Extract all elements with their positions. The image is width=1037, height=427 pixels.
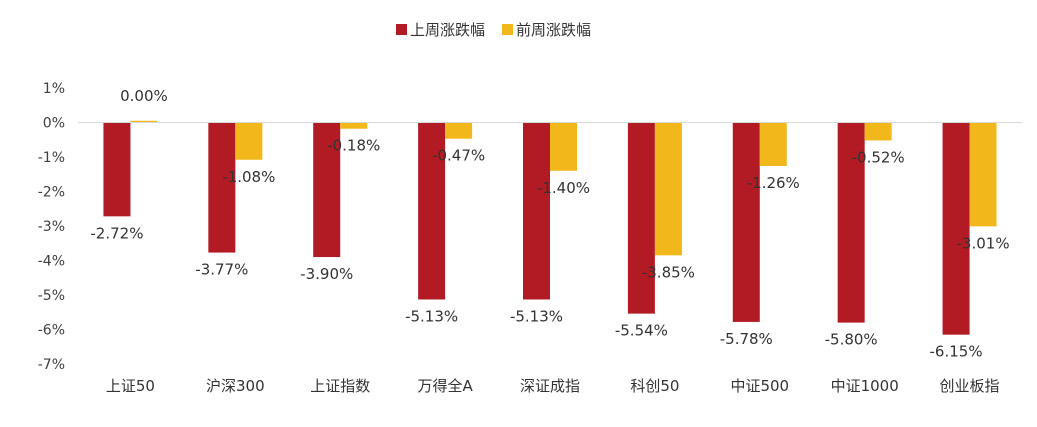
y-tick-label: -5% — [38, 288, 65, 304]
x-category-label: 中证500 — [730, 377, 789, 395]
bar-last-week — [103, 122, 131, 217]
y-tick-label: -6% — [38, 323, 65, 339]
data-label: -1.40% — [537, 179, 590, 197]
x-category-label: 万得全A — [417, 377, 473, 395]
legend: 上周涨跌幅 前周涨跌幅 — [396, 21, 591, 39]
data-label: -0.47% — [432, 147, 485, 165]
y-tick-label: -4% — [38, 254, 65, 270]
data-label: -5.54% — [615, 322, 668, 340]
data-label: -3.01% — [957, 234, 1010, 252]
data-label: -3.77% — [195, 261, 248, 279]
legend-swatch — [396, 24, 407, 35]
y-axis: 1% 0% -1% -2% -3% -4% -5% -6% -7% — [38, 81, 65, 373]
bar-last-week — [208, 122, 236, 253]
bar-prior-week — [759, 122, 787, 166]
data-labels: -2.72% 0.00% -3.77% -1.08% -3.90% -0.18% -5.13… — [90, 87, 1009, 361]
bar-prior-week — [550, 122, 577, 171]
y-tick-label: -1% — [38, 150, 65, 166]
bar-prior-week — [864, 122, 892, 141]
bar-prior-week — [445, 122, 473, 139]
bars — [103, 120, 997, 335]
x-category-label: 沪深300 — [206, 377, 265, 395]
bar-prior-week — [235, 122, 263, 160]
data-label: -5.13% — [510, 307, 563, 325]
data-label: -2.72% — [90, 224, 143, 242]
bar-prior-week — [654, 122, 682, 256]
legend-item-1: 上周涨跌幅 — [396, 21, 485, 39]
y-tick-label: 1% — [43, 81, 65, 97]
bar-last-week — [418, 122, 446, 300]
y-tick-label: -7% — [38, 357, 65, 373]
x-category-label: 中证1000 — [831, 377, 899, 395]
x-category-label: 上证指数 — [310, 377, 370, 395]
bar-last-week — [942, 122, 970, 335]
data-label: -0.52% — [852, 148, 905, 166]
y-tick-label: -2% — [38, 185, 65, 201]
bar-last-week — [732, 122, 760, 322]
y-tick-label: 0% — [43, 116, 65, 132]
bar-prior-week — [969, 122, 997, 227]
data-label: 0.00% — [120, 87, 168, 105]
data-label: -3.85% — [642, 263, 695, 281]
data-label: -5.78% — [720, 330, 773, 348]
y-tick-label: -3% — [38, 219, 65, 235]
bar-last-week — [837, 122, 865, 323]
data-label: -1.08% — [222, 168, 275, 186]
legend-label: 前周涨跌幅 — [516, 21, 591, 39]
x-category-label: 深证成指 — [520, 377, 580, 395]
data-label: -5.80% — [825, 331, 878, 349]
x-category-label: 上证50 — [106, 377, 155, 395]
legend-swatch — [502, 24, 513, 35]
legend-item-2: 前周涨跌幅 — [502, 21, 591, 39]
bar-last-week — [313, 122, 341, 258]
x-category-label: 科创50 — [630, 377, 679, 395]
data-label: -0.18% — [327, 137, 380, 155]
bar-last-week — [627, 122, 655, 314]
x-category-label: 创业板指 — [940, 377, 1000, 395]
data-label: -3.90% — [300, 265, 353, 283]
data-label: -6.15% — [930, 343, 983, 361]
bar-last-week — [523, 122, 550, 300]
bar-prior-week — [130, 120, 158, 123]
data-label: -5.13% — [405, 307, 458, 325]
x-axis: 上证50 沪深300 上证指数 万得全A 深证成指 科创50 中证500 中证1000 创业板指 — [106, 377, 1000, 395]
data-label: -1.26% — [747, 174, 800, 192]
bar-prior-week — [340, 122, 368, 129]
legend-label: 上周涨跌幅 — [410, 21, 485, 39]
